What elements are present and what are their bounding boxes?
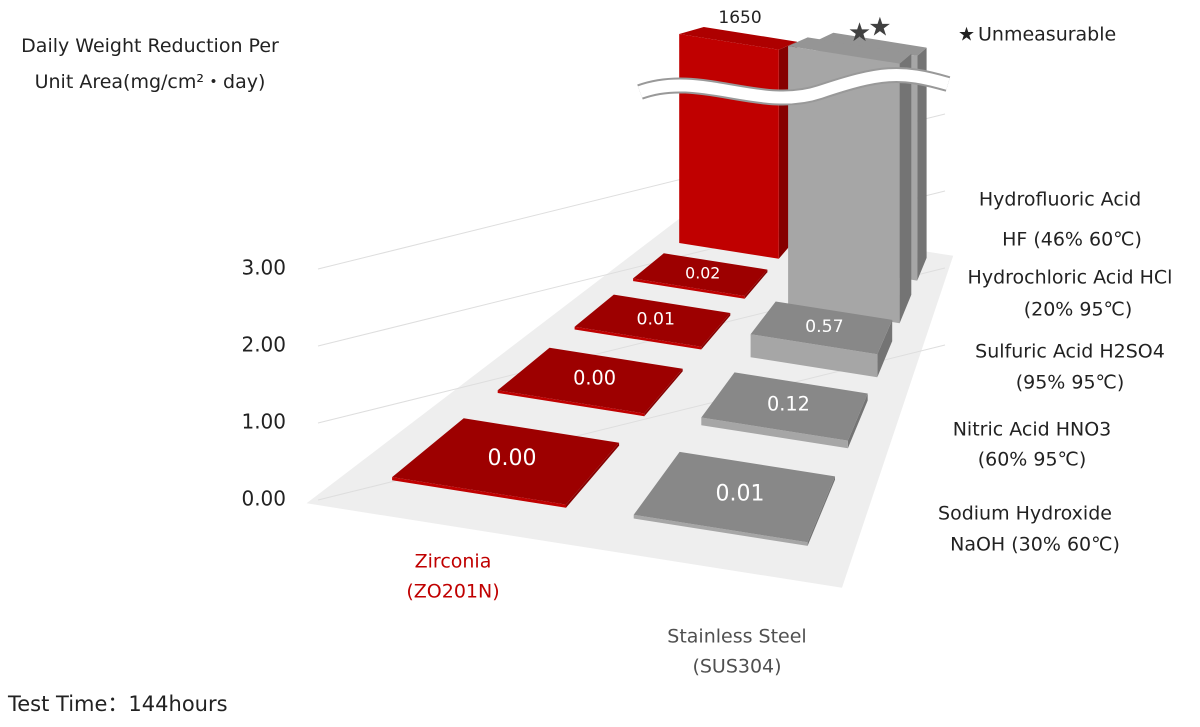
- category-label: Hydrochloric Acid HCl: [968, 267, 1173, 289]
- unmeasurable-mark: ★: [848, 18, 871, 48]
- value-label: 1650: [718, 8, 761, 28]
- bar-front: [788, 46, 900, 324]
- bar-front: [679, 34, 779, 259]
- bar-top: [574, 294, 731, 347]
- category-label: Sodium Hydroxide: [938, 503, 1112, 525]
- bar-layer: 1650 ★ 0.02 ★ 0.01 0.57 0.00 0.12 0.00 0.01: [392, 8, 927, 546]
- bar-side: [701, 313, 731, 350]
- bar: [497, 347, 683, 417]
- bar-top: [633, 451, 835, 543]
- y-tick-label: 0.00: [241, 487, 286, 511]
- value-label: 0.00: [488, 446, 537, 471]
- legend-symbol: ★: [958, 24, 975, 46]
- value-label: 0.12: [767, 392, 810, 415]
- break-band: [637, 68, 950, 104]
- bar-front: [633, 514, 808, 546]
- value-label: 0.02: [685, 263, 720, 282]
- bar-front: [497, 390, 645, 417]
- category-detail: (60% 95℃): [978, 449, 1087, 471]
- bar-front: [633, 278, 745, 299]
- y-tick-label: 3.00: [241, 256, 286, 280]
- category-detail: (95% 95℃): [1016, 372, 1125, 394]
- bar: [574, 294, 731, 350]
- bar: [750, 301, 893, 378]
- bar-top: [750, 301, 893, 355]
- bar-top: [497, 347, 683, 414]
- bar-front: [750, 334, 878, 378]
- bar-front: [701, 417, 848, 449]
- category-label: Sulfuric Acid H2SO4: [975, 341, 1165, 363]
- bar-side: [644, 368, 683, 417]
- category-detail: (20% 95℃): [1024, 299, 1133, 321]
- value-label: 0.00: [573, 367, 616, 390]
- bar: [392, 418, 620, 508]
- title-box: Daily Weight Reduction Per Unit Area(mg/…: [21, 35, 279, 93]
- bar: [788, 37, 912, 324]
- series-grade: (ZO201N): [406, 581, 499, 603]
- bar-side: [744, 269, 768, 299]
- bar-side: [807, 476, 835, 546]
- series-name: Zirconia: [415, 551, 492, 573]
- bar-side: [917, 47, 927, 281]
- bar-front: [392, 477, 566, 508]
- bar: [679, 27, 797, 259]
- axis-break: [637, 66, 951, 106]
- bar-top: [392, 418, 620, 505]
- legend-text: Unmeasurable: [978, 24, 1116, 46]
- bar-side: [566, 442, 620, 508]
- value-label: 0.01: [636, 310, 674, 330]
- bar-top: [788, 37, 912, 64]
- bar: [701, 372, 868, 449]
- category-label: Hydrofluoric Acid: [979, 189, 1141, 211]
- bar-top: [817, 32, 927, 56]
- bar-side: [847, 393, 868, 449]
- footnote: Test Time：144hours: [7, 692, 228, 716]
- bar-side: [877, 319, 893, 378]
- value-label: 0.01: [716, 482, 765, 507]
- bar: [633, 253, 768, 299]
- y-tick-label: 1.00: [241, 410, 286, 434]
- category-detail: NaOH (30% 60℃): [950, 534, 1120, 556]
- bar-side: [899, 53, 912, 324]
- bar: [633, 451, 835, 546]
- bar-top: [701, 372, 868, 441]
- unmeasurable-mark: ★: [868, 13, 891, 43]
- category-detail: HF (46% 60℃): [1002, 229, 1142, 251]
- series-name: Stainless Steel: [667, 626, 806, 648]
- category-label: Nitric Acid HNO3: [953, 419, 1112, 441]
- series-grade: (SUS304): [692, 656, 781, 678]
- value-label: 0.57: [805, 317, 843, 337]
- chart-title: Daily Weight Reduction Per Unit Area(mg/…: [21, 35, 279, 93]
- bar-top: [633, 253, 768, 296]
- y-tick-label: 2.00: [241, 333, 286, 357]
- bar-top: [679, 27, 797, 50]
- bar-front: [574, 326, 702, 350]
